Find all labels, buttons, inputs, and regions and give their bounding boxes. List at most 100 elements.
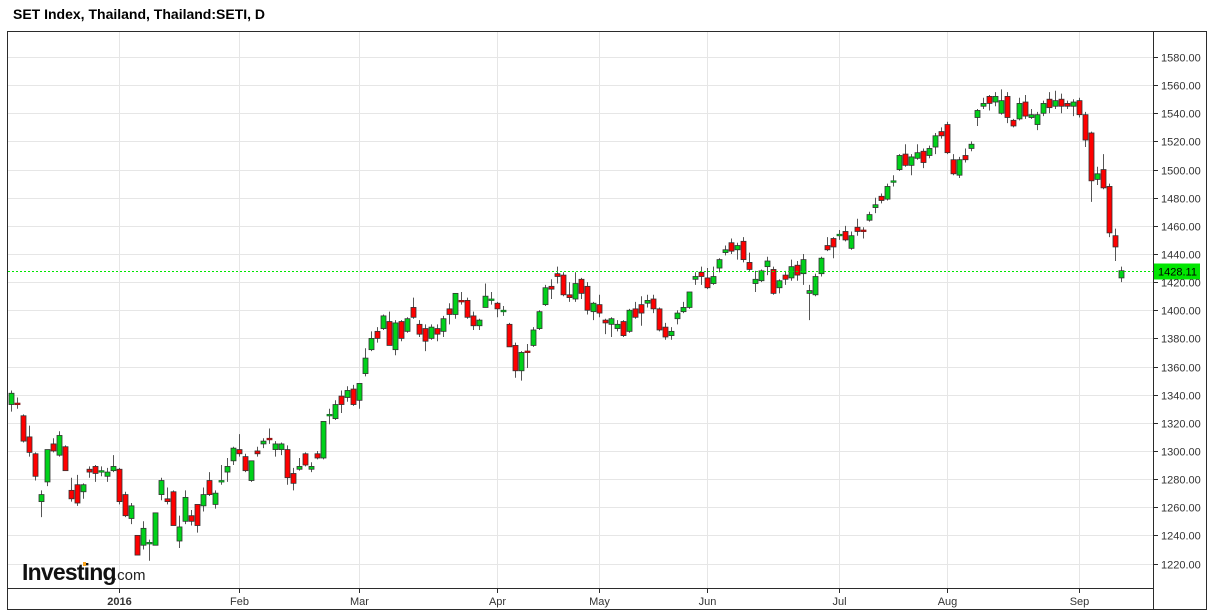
candle-body bbox=[272, 443, 279, 450]
last-price-line: 1428.11 bbox=[8, 263, 1200, 280]
candle-down bbox=[902, 144, 909, 167]
candle-body bbox=[818, 257, 825, 275]
candle-down bbox=[854, 218, 861, 236]
candle-body bbox=[494, 302, 501, 310]
candle-body bbox=[146, 542, 153, 545]
candle-body bbox=[1058, 98, 1065, 107]
candle-up bbox=[764, 256, 771, 276]
candle-down bbox=[878, 193, 885, 204]
candle-body bbox=[902, 153, 909, 166]
candle-body bbox=[806, 290, 813, 294]
candle-down bbox=[374, 327, 381, 343]
candle-up bbox=[200, 487, 207, 512]
candle-down bbox=[1010, 118, 1017, 128]
candle-body bbox=[698, 271, 705, 277]
candle-body bbox=[518, 352, 525, 372]
candle-body bbox=[734, 245, 741, 251]
candle-up bbox=[680, 301, 687, 314]
candle-up bbox=[668, 327, 675, 340]
candle-body bbox=[638, 304, 645, 314]
y-tick-label: 1220.00 bbox=[1161, 560, 1201, 572]
candle-up bbox=[1034, 111, 1041, 131]
candle-down bbox=[350, 384, 357, 406]
y-tick-label: 1380.00 bbox=[1161, 334, 1201, 346]
candle-body bbox=[926, 148, 933, 156]
candle-down bbox=[116, 467, 123, 505]
candle-up bbox=[128, 503, 135, 525]
candle-up bbox=[218, 465, 225, 485]
candle-up bbox=[104, 467, 111, 482]
candle-body bbox=[206, 480, 213, 495]
candle-body bbox=[56, 435, 63, 456]
y-tick-label: 1500.00 bbox=[1161, 166, 1201, 178]
candle-body bbox=[764, 260, 771, 268]
candle-body bbox=[170, 491, 177, 526]
candle-body bbox=[1034, 114, 1041, 125]
candle-down bbox=[860, 227, 867, 239]
candle-down bbox=[68, 477, 75, 502]
svg-text:.com: .com bbox=[113, 567, 146, 584]
candle-body bbox=[626, 309, 633, 332]
candle-body bbox=[536, 311, 543, 329]
candle-down bbox=[794, 261, 801, 281]
y-tick-label: 1540.00 bbox=[1161, 109, 1201, 121]
candle-up bbox=[482, 283, 489, 308]
candle-down bbox=[32, 452, 39, 481]
candle-body bbox=[452, 292, 459, 315]
candle-body bbox=[644, 300, 651, 304]
candle-body bbox=[464, 300, 471, 318]
candle-body bbox=[776, 280, 783, 289]
candle-body bbox=[302, 453, 309, 466]
candle-up bbox=[212, 490, 219, 509]
svg-text:Investing: Investing bbox=[22, 559, 116, 585]
candle-body bbox=[374, 330, 381, 339]
candle-up bbox=[182, 490, 189, 525]
y-tick-label: 1400.00 bbox=[1161, 306, 1201, 318]
candle-down bbox=[842, 225, 849, 242]
candle-down bbox=[26, 425, 33, 457]
last-price-label: 1428.11 bbox=[1158, 267, 1197, 279]
candle-body bbox=[548, 285, 555, 290]
candle-body bbox=[434, 328, 441, 335]
x-tick-label: 2016 bbox=[107, 596, 131, 608]
candle-up bbox=[866, 211, 873, 222]
candle-body bbox=[620, 321, 627, 336]
candle-body bbox=[758, 270, 765, 282]
candle-body bbox=[950, 159, 957, 175]
candle-body bbox=[266, 437, 273, 441]
candle-up bbox=[392, 320, 399, 356]
y-tick-label: 1460.00 bbox=[1161, 222, 1201, 234]
candle-body bbox=[890, 180, 897, 183]
candle-up bbox=[692, 272, 699, 285]
candle-down bbox=[464, 297, 471, 319]
candle-body bbox=[128, 505, 135, 519]
candle-up bbox=[320, 421, 327, 460]
candle-up bbox=[110, 455, 117, 473]
candle-body bbox=[962, 155, 969, 161]
candle-body bbox=[506, 323, 513, 348]
candle-up bbox=[716, 258, 723, 273]
candle-down bbox=[1106, 183, 1113, 238]
candle-down bbox=[170, 490, 177, 526]
y-axis-ticks: 1220.00 1240.00 1260.00 1280.00 1300.00 1320.… bbox=[1153, 53, 1201, 572]
candle-body bbox=[74, 484, 81, 504]
candle-body bbox=[1004, 95, 1011, 118]
candle-body bbox=[866, 214, 873, 221]
candle-up bbox=[440, 315, 447, 337]
candle-up bbox=[1016, 97, 1023, 121]
candle-body bbox=[542, 287, 549, 306]
candle-down bbox=[494, 301, 501, 318]
candle-body bbox=[50, 443, 57, 452]
candle-up bbox=[926, 145, 933, 159]
candle-body bbox=[998, 100, 1005, 114]
candle-down bbox=[704, 268, 711, 290]
candle-body bbox=[578, 278, 585, 294]
candle-body bbox=[632, 308, 639, 318]
candle-body bbox=[1046, 98, 1053, 109]
candle-up bbox=[806, 284, 813, 321]
candle-body bbox=[1070, 101, 1077, 107]
candle-body bbox=[260, 440, 267, 445]
candle-body bbox=[590, 302, 597, 313]
candle-body bbox=[1088, 132, 1095, 182]
